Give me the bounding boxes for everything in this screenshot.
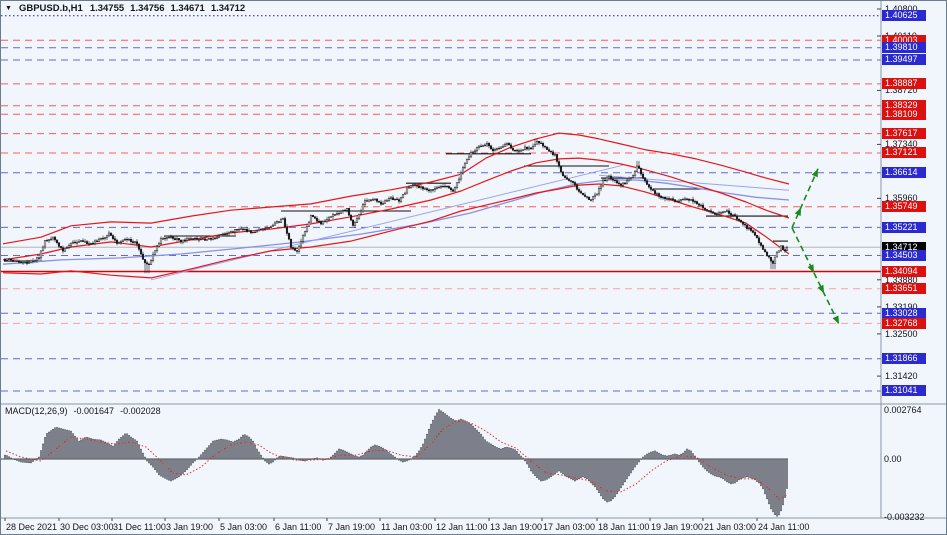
date-label: 13 Jan 19:00 [490,522,543,532]
macd-axis-0.002764: 0.002764 [884,405,922,415]
bar-close-value: 1.34712 [210,3,246,14]
green-arrowhead-icon [807,264,814,273]
price-tick-1.33190: 1.33190 [885,302,918,312]
macd-axis-0.00: 0.00 [884,454,902,464]
date-label: 21 Jan 03:00 [704,522,757,532]
price-label-1.32768: 1.32768 [882,318,926,329]
green-arrowhead-icon [811,168,818,178]
bar-open-value: 1.34755 [89,3,125,14]
price-tick-1.32500: 1.32500 [885,329,918,339]
bollinger-lower-band [2,183,790,279]
price-label-1.34503: 1.34503 [882,250,926,261]
symbol-period-title: GBPUSD.b,H1 [18,3,83,14]
price-tick-1.33880: 1.33880 [885,275,918,285]
date-label: 17 Jan 03:00 [543,522,596,532]
price-label-1.36614: 1.36614 [882,167,926,178]
bar-low-value: 1.34671 [170,3,205,14]
date-label: 28 Dec 2021 [6,522,58,532]
price-label-1.39497: 1.39497 [882,54,926,65]
price-tick-1.35960: 1.35960 [885,193,918,203]
price-tick-1.31420: 1.31420 [885,371,918,381]
price-label-1.38887: 1.38887 [882,78,926,89]
macd-signal-line [5,420,788,500]
price-tick-1.40800: 1.40800 [885,4,918,14]
date-label: 12 Jan 11:00 [436,522,488,532]
ohlc-readout: 1.34755 1.34756 1.34671 1.34712 [90,3,245,14]
date-label: 5 Jan 03:00 [220,522,268,532]
date-label: 19 Jan 19:00 [651,522,704,532]
chart-title-bar: ▼ GBPUSD.b,H1 1.34755 1.34756 1.34671 1.… [5,3,245,14]
date-label: 24 Jan 11:00 [758,522,810,532]
date-label: 30 Dec 03:00 [60,522,114,532]
macd-indicator-label: MACD(12,26,9) -0.001647 -0.002028 [5,406,161,416]
price-label-1.31041: 1.31041 [882,385,926,396]
date-label: 18 Jan 11:00 [598,522,650,532]
bollinger-upper-band [2,132,790,245]
price-label-1.31866: 1.31866 [882,353,926,364]
date-label: 11 Jan 03:00 [381,522,433,532]
price-label-1.33028: 1.33028 [882,308,926,319]
price-label-1.33651: 1.33651 [882,283,926,294]
price-label-1.40003: 1.40003 [882,35,926,46]
price-tick-1.37340: 1.37340 [885,139,918,149]
green-arrowhead-icon [832,315,839,325]
date-label: 31 Dec 11:00 [113,522,166,532]
green-arrowhead-icon [817,284,825,294]
date-label: 3 Jan 19:00 [166,522,214,532]
price-label-1.39810: 1.39810 [882,42,926,53]
date-label: 7 Jan 19:00 [328,522,376,532]
price-label-1.37121: 1.37121 [882,147,926,158]
price-label-1.40625: 1.40625 [882,10,926,21]
macd-name: MACD(12,26,9) [5,406,68,416]
window-menu-icon[interactable]: ▼ [5,5,12,12]
rising-trendline[interactable] [150,164,624,281]
macd-axis--0.003232: -0.003232 [884,512,925,522]
price-tick-1.38720: 1.38720 [885,85,918,95]
candlestick-series [3,138,789,274]
macd-main-value: -0.001647 [73,406,115,416]
macd-histogram [4,409,788,517]
projection-arrow-up[interactable] [791,168,819,229]
price-label-1.34712: 1.34712 [882,242,926,253]
projection-arrow-down[interactable] [791,227,840,325]
price-label-1.38329: 1.38329 [882,100,926,111]
blue-ma-line [2,179,790,265]
date-label: 6 Jan 11:00 [275,522,322,532]
price-label-1.37617: 1.37617 [882,128,926,139]
price-label-1.38109: 1.38109 [882,109,926,120]
price-label-1.35221: 1.35221 [882,222,926,233]
price-label-1.35749: 1.35749 [882,201,926,212]
green-arrowhead-icon [794,207,801,216]
bar-high-value: 1.34756 [130,3,165,14]
price-label-1.34094: 1.34094 [882,266,926,277]
macd-signal-value: -0.002028 [120,406,161,416]
moving-average-red [2,157,790,261]
